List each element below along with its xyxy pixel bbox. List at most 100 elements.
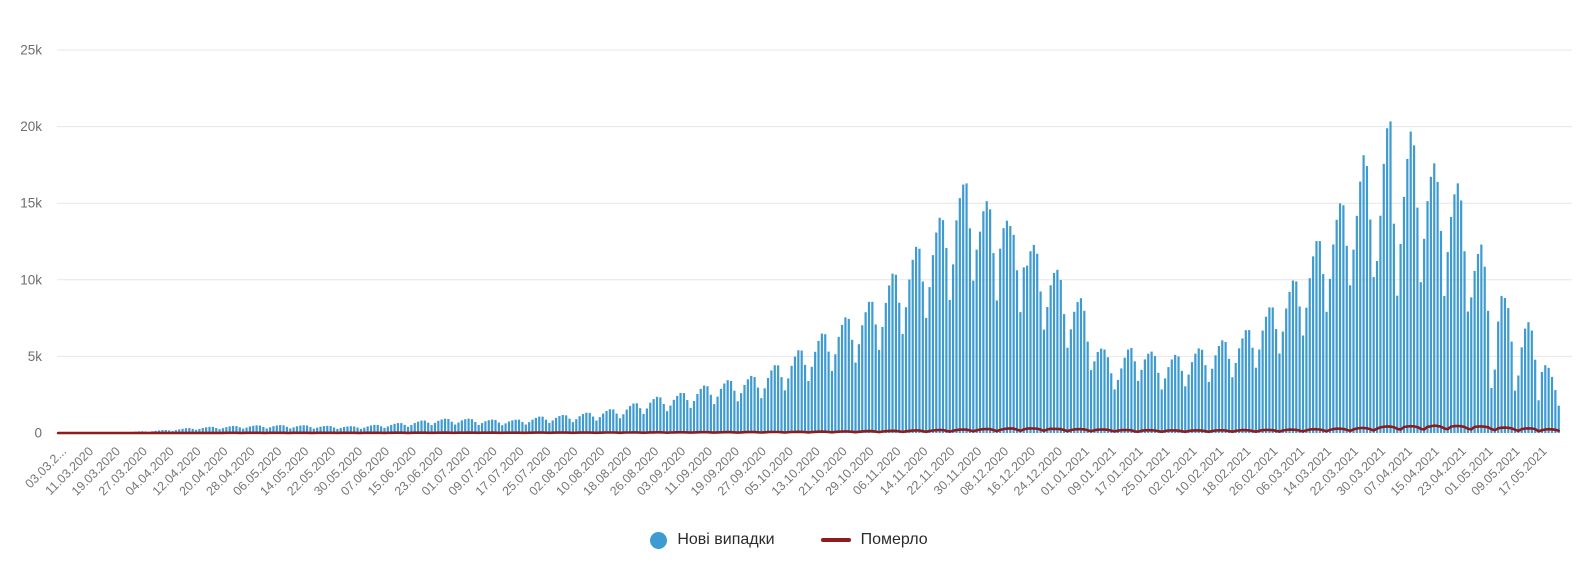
bar [595, 420, 598, 433]
bar [1086, 341, 1089, 433]
bar [958, 198, 961, 433]
bar [1298, 306, 1301, 433]
bar [433, 422, 437, 433]
bar [945, 247, 948, 433]
bar [1184, 386, 1187, 433]
bar [763, 388, 766, 433]
bar [894, 274, 897, 433]
bar [740, 393, 743, 433]
bar [830, 371, 834, 433]
bar [1046, 306, 1049, 433]
bar [679, 392, 682, 433]
bars-new-cases[interactable] [57, 121, 1560, 434]
bar [968, 228, 972, 433]
bar [305, 425, 309, 433]
bar [299, 425, 302, 433]
bar [591, 416, 595, 433]
bar [1480, 244, 1483, 433]
bar [1110, 373, 1113, 433]
bar [363, 427, 366, 433]
bar [1174, 354, 1177, 433]
bar [238, 427, 241, 433]
legend-item-new-cases[interactable]: Нові випадки [650, 531, 775, 549]
bar [982, 211, 985, 433]
bar [225, 427, 228, 433]
bar [1530, 330, 1533, 433]
bar [824, 334, 827, 433]
bar [1490, 387, 1493, 433]
bar [1503, 298, 1506, 433]
bar [1083, 310, 1086, 433]
bar [1362, 155, 1365, 433]
bar [289, 428, 292, 433]
bar [692, 401, 696, 433]
bar [295, 426, 299, 433]
bar [1409, 131, 1412, 433]
bar [995, 300, 998, 433]
bar [1009, 225, 1012, 433]
bar [1342, 205, 1345, 433]
bar [1510, 341, 1513, 433]
bar [1187, 374, 1190, 433]
bar [1359, 181, 1362, 433]
bar [191, 428, 194, 433]
bar [1278, 353, 1281, 433]
bar [820, 333, 823, 433]
y-axis-tick-label: 10k [20, 272, 42, 287]
bar [1500, 295, 1503, 433]
bar [1305, 307, 1308, 433]
bar [373, 424, 376, 433]
bar [565, 415, 568, 433]
bar [568, 418, 571, 433]
bar [477, 424, 480, 433]
bar [430, 425, 433, 433]
bar [975, 249, 978, 433]
bar [736, 401, 739, 433]
legend-item-deaths[interactable]: Померло [820, 531, 928, 549]
bar [336, 428, 339, 433]
bar [1544, 365, 1547, 433]
bar [1076, 302, 1079, 433]
bar [231, 425, 235, 433]
bar [538, 416, 541, 433]
bar [1332, 244, 1335, 433]
bar [285, 426, 288, 433]
bar [598, 417, 601, 433]
bar [1059, 279, 1062, 433]
bar [962, 184, 965, 433]
bar [1463, 251, 1466, 433]
bar [1106, 357, 1109, 433]
bar [709, 394, 712, 433]
bar [874, 324, 877, 433]
bar [1221, 340, 1224, 433]
bar [1163, 378, 1167, 433]
bar [443, 418, 447, 433]
bar [780, 377, 783, 433]
bar [716, 396, 719, 433]
bar [383, 427, 386, 433]
bar [1012, 234, 1015, 433]
bar [814, 351, 817, 433]
bar [1295, 281, 1298, 433]
bar [1039, 291, 1042, 433]
deaths-line[interactable] [56, 424, 1560, 435]
bar [1369, 219, 1372, 433]
bar [454, 424, 457, 433]
bar [393, 423, 396, 433]
bar [1170, 359, 1173, 433]
bar [777, 365, 780, 433]
bar [1520, 347, 1523, 433]
bar [558, 416, 561, 433]
bar [332, 427, 336, 433]
bar [649, 402, 652, 433]
bar [1550, 376, 1554, 433]
bar [857, 344, 860, 433]
bar [198, 428, 201, 433]
bar [871, 301, 874, 433]
bar [420, 420, 423, 433]
bar [578, 416, 581, 433]
bar [810, 366, 813, 433]
bar [581, 414, 585, 433]
bar [635, 403, 638, 433]
bar [1194, 353, 1197, 433]
